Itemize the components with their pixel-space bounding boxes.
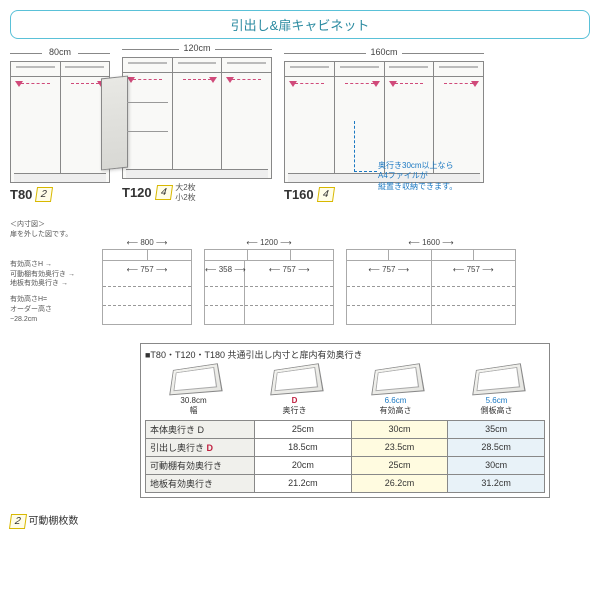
- spec-title: ■T80・T120・T180 共通引出し内寸と扉内有効奥行き: [145, 348, 545, 361]
- cabinet-T120: 120cmT1204大2枚 小2枚: [122, 57, 272, 202]
- spec-drawer-dim: 5.6cm: [448, 396, 545, 405]
- diagram-row: ＜内寸図＞扉を外した図です。有効高さH →可動棚有効奥行き →地板有効奥行き →…: [10, 220, 590, 324]
- spec-drawer-label: 奥行き: [246, 405, 343, 416]
- legend-label: 可動棚枚数: [28, 516, 78, 527]
- spec-cell: 30cm: [448, 456, 545, 474]
- spec-cell: 21.2cm: [255, 474, 352, 492]
- cabinet-T160: 160cmT1604奥行き30cm以上なら A4ファイルが 縦置き収納できます。: [284, 61, 484, 202]
- spec-drawer-col: 30.8cm幅: [145, 364, 242, 416]
- spec-drawer-label: 有効高さ: [347, 405, 444, 416]
- spec-row-label: 本体奥行き D: [146, 420, 255, 438]
- inner-diagram: ⟵ 1200 ⟶⟵ 358 ⟶⟵ 757 ⟶: [204, 238, 334, 325]
- legend-badge: 2: [9, 514, 27, 529]
- inner-diagram: ⟵ 800 ⟶⟵ 757 ⟶: [102, 238, 192, 325]
- cabinet-row: 80cmT802120cmT1204大2枚 小2枚160cmT1604奥行き30…: [10, 57, 590, 202]
- spec-box: ■T80・T120・T180 共通引出し内寸と扉内有効奥行き 30.8cm幅D奥…: [140, 343, 550, 498]
- shelves-badge: 2: [35, 187, 53, 202]
- footer-legend: 2 可動棚枚数: [10, 512, 590, 529]
- extra-note: 大2枚 小2枚: [175, 183, 195, 202]
- model-name: T120: [122, 185, 152, 200]
- spec-cell: 26.2cm: [351, 474, 448, 492]
- spec-drawer-col: 6.6cm有効高さ: [347, 364, 444, 416]
- spec-cell: 30cm: [351, 420, 448, 438]
- spec-drawer-dim: 6.6cm: [347, 396, 444, 405]
- spec-cell: 31.2cm: [448, 474, 545, 492]
- spec-cell: 25cm: [351, 456, 448, 474]
- spec-cell: 20cm: [255, 456, 352, 474]
- spec-drawer-dim: 30.8cm: [145, 396, 242, 405]
- width-dimension: 120cm: [122, 43, 272, 53]
- spec-table: 本体奥行き D25cm30cm35cm引出し奥行き D18.5cm23.5cm2…: [145, 420, 545, 493]
- spec-cell: 23.5cm: [351, 438, 448, 456]
- spec-cell: 28.5cm: [448, 438, 545, 456]
- model-name: T80: [10, 187, 32, 202]
- diagram-left-labels: ＜内寸図＞扉を外した図です。有効高さH →可動棚有効奥行き →地板有効奥行き →…: [10, 220, 90, 324]
- section-title: 引出し&扉キャビネット: [10, 10, 590, 39]
- width-dimension: 160cm: [284, 47, 484, 57]
- spec-drawer-label: 幅: [145, 405, 242, 416]
- a4-callout: 奥行き30cm以上なら A4ファイルが 縦置き収納できます。: [378, 161, 488, 192]
- cabinet-T80: 80cmT802: [10, 61, 110, 202]
- spec-row-label: 地板有効奥行き: [146, 474, 255, 492]
- spec-cell: 18.5cm: [255, 438, 352, 456]
- shelves-badge: 4: [155, 185, 173, 200]
- model-name: T160: [284, 187, 314, 202]
- spec-cell: 25cm: [255, 420, 352, 438]
- inner-diagram: ⟵ 1600 ⟶⟵ 757 ⟶⟵ 757 ⟶: [346, 238, 516, 325]
- shelves-badge: 4: [317, 187, 335, 202]
- spec-drawer-col: D奥行き: [246, 364, 343, 416]
- spec-drawer-label: 側板高さ: [448, 405, 545, 416]
- spec-drawer-dim: D: [246, 396, 343, 405]
- spec-row-label: 引出し奥行き D: [146, 438, 255, 456]
- spec-cell: 35cm: [448, 420, 545, 438]
- spec-row-label: 可動棚有効奥行き: [146, 456, 255, 474]
- spec-drawer-col: 5.6cm側板高さ: [448, 364, 545, 416]
- width-dimension: 80cm: [10, 47, 110, 57]
